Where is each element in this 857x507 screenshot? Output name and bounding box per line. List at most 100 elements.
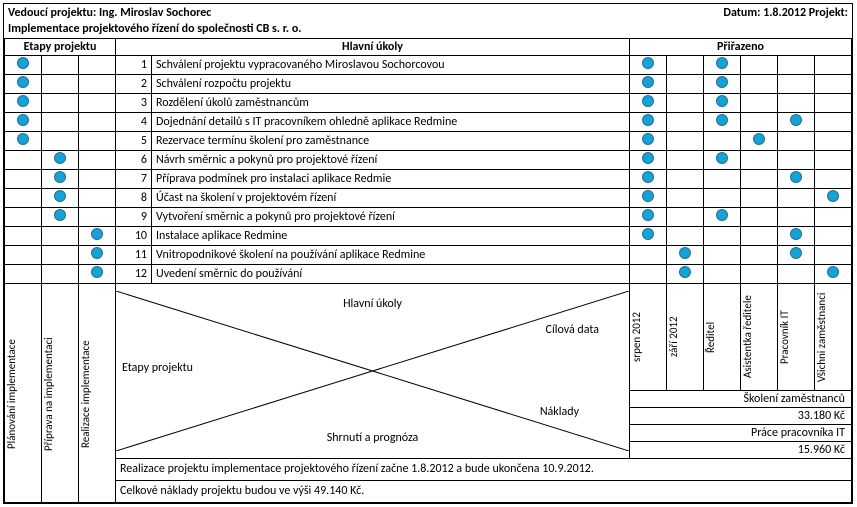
cost-label: Práce pracovníka IT (630, 425, 851, 442)
diagram-label-right-bottom: Náklady (540, 405, 579, 419)
assign-label-cell: Asistentka ředitele (741, 284, 778, 391)
stage-cell (79, 170, 116, 189)
dot-icon (716, 57, 728, 69)
stage-label-cell: Příprava na implementaci (42, 284, 79, 503)
assign-cell (815, 75, 852, 94)
cost-cell: Školení zaměstnanců33.180 Kč (630, 391, 852, 425)
project-date: Datum: 1.8.2012 Projekt: (723, 6, 848, 20)
stage-cell (42, 151, 79, 170)
row-number: 6 (116, 151, 152, 170)
stage-cell (5, 75, 42, 94)
row-number: 12 (116, 265, 152, 284)
stage-cell (5, 113, 42, 132)
assign-label-cell: září 2012 (667, 284, 704, 391)
dot-icon (827, 266, 839, 278)
row-number: 7 (116, 170, 152, 189)
stage-label: Příprava na implementaci (42, 286, 55, 502)
assign-cell (778, 94, 815, 113)
assign-cell (630, 170, 667, 189)
dot-icon (716, 209, 728, 221)
task-cell: Uvedení směrnic do používání (152, 265, 630, 284)
assign-cell (741, 56, 778, 75)
cross-diagram-cell: Hlavní úkolyEtapy projektuCílová dataNák… (116, 284, 630, 459)
assign-cell (778, 189, 815, 208)
assign-cell (778, 132, 815, 151)
table-row: 5Rezervace termínu školení pro zaměstnan… (5, 132, 852, 151)
assign-cell (667, 132, 704, 151)
summary-row-1: Realizace projektu implementace projekto… (5, 459, 852, 481)
assign-cell (741, 189, 778, 208)
stage-label-cell: Plánování implementace (5, 284, 42, 503)
assign-cell (630, 94, 667, 113)
table-row: 12Uvedení směrnic do používání (5, 265, 852, 284)
task-cell: Schválení rozpočtu projektu (152, 75, 630, 94)
row-number: 2 (116, 75, 152, 94)
dot-icon (642, 133, 654, 145)
assign-cell (667, 189, 704, 208)
task-cell: Vnitropodnikové školení na používání apl… (152, 246, 630, 265)
assign-cell (778, 75, 815, 94)
stage-cell (42, 265, 79, 284)
assign-cell (667, 227, 704, 246)
dot-icon (716, 152, 728, 164)
assign-cell (630, 246, 667, 265)
task-cell: Rozdělení úkolů zaměstnancům (152, 94, 630, 113)
dot-icon (54, 190, 66, 202)
dot-icon (827, 190, 839, 202)
cost-cell: Práce pracovníka IT15.960 Kč (630, 425, 852, 459)
assign-label: Ředitel (704, 284, 717, 390)
dot-icon (54, 152, 66, 164)
cross-diagram: Hlavní úkolyEtapy projektuCílová dataNák… (116, 291, 629, 451)
row-number: 3 (116, 94, 152, 113)
assign-label-cell: Ředitel (704, 284, 741, 391)
dot-icon (790, 171, 802, 183)
dot-icon (753, 133, 765, 145)
stage-cell (5, 189, 42, 208)
assign-cell (815, 246, 852, 265)
assign-cell (630, 56, 667, 75)
assign-cell (741, 75, 778, 94)
assign-cell (704, 56, 741, 75)
table-row: 2Schválení rozpočtu projektu (5, 75, 852, 94)
stage-cell (42, 56, 79, 75)
stage-cell (79, 113, 116, 132)
assign-cell (704, 170, 741, 189)
task-cell: Rezervace termínu školení pro zaměstnanc… (152, 132, 630, 151)
assign-cell (741, 208, 778, 227)
assign-cell (630, 75, 667, 94)
assign-cell (815, 113, 852, 132)
table-row: 11Vnitropodnikové školení na používání a… (5, 246, 852, 265)
assign-cell (667, 56, 704, 75)
dot-icon (54, 171, 66, 183)
assign-cell (815, 94, 852, 113)
row-number: 1 (116, 56, 152, 75)
assign-cell (667, 151, 704, 170)
assign-cell (815, 170, 852, 189)
assign-cell (704, 151, 741, 170)
task-cell: Příprava podmínek pro instalaci aplikace… (152, 170, 630, 189)
stage-cell (42, 189, 79, 208)
assign-cell (630, 151, 667, 170)
dot-icon (642, 209, 654, 221)
table-row: 10Instalace aplikace Redmine (5, 227, 852, 246)
assign-cell (630, 113, 667, 132)
tasks-header: Hlavní úkoly (116, 39, 630, 56)
stage-label: Plánování implementace (5, 286, 18, 502)
stage-cell (42, 227, 79, 246)
stage-cell (42, 94, 79, 113)
dot-icon (642, 152, 654, 164)
assign-cell (815, 227, 852, 246)
assign-cell (630, 265, 667, 284)
row-number: 5 (116, 132, 152, 151)
assign-cell (815, 132, 852, 151)
dot-icon (642, 76, 654, 88)
assign-cell (667, 113, 704, 132)
assigned-header: Přiřazeno (630, 39, 852, 56)
stage-cell (79, 227, 116, 246)
assign-cell (704, 208, 741, 227)
stage-cell (5, 94, 42, 113)
assign-cell (815, 265, 852, 284)
stage-cell (5, 132, 42, 151)
assign-cell (704, 265, 741, 284)
assign-cell (741, 227, 778, 246)
